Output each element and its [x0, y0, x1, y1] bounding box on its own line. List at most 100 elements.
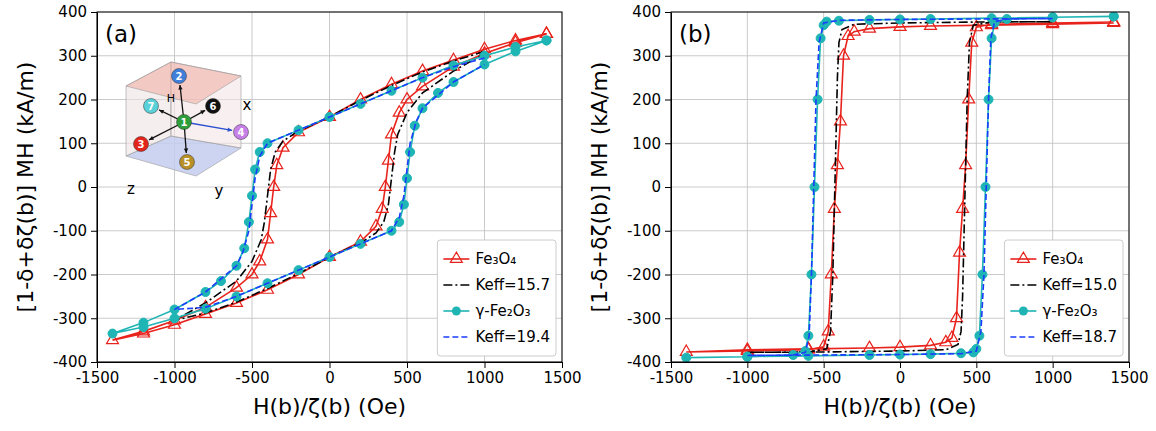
inset-dot: [172, 69, 187, 84]
tick-mark: [665, 12, 671, 13]
legend: Fe₃O₄Keff=15.7γ-Fe₂O₃Keff=19.4: [437, 240, 556, 356]
data-point: [1048, 13, 1057, 22]
tick: -1000: [153, 362, 197, 387]
data-point: [393, 106, 405, 116]
tick-mark: [665, 362, 671, 363]
grid-line-y: [97, 187, 562, 188]
tick: 200: [58, 91, 97, 109]
inset-dot-label: 1: [181, 117, 188, 128]
tick-label: -400: [627, 353, 661, 371]
inset-dot: [177, 115, 192, 130]
tick-label: -300: [627, 310, 661, 328]
tick-mark: [671, 362, 672, 368]
tick-label: -200: [627, 266, 661, 284]
tick: -400: [53, 353, 97, 371]
data-point: [743, 352, 752, 361]
panel: -1500-1000-500050010001500-400-300-200-1…: [587, 3, 1149, 419]
grid: [671, 12, 1129, 362]
y-axis-title: [1-δ+δζ(b)] MH (kA/m): [587, 62, 612, 313]
y-axis: -400-300-200-1000100200300400: [53, 3, 98, 371]
tick-mark: [252, 362, 253, 368]
data-point: [170, 314, 179, 323]
tick-label: 1500: [1110, 369, 1148, 387]
tick-label: 0: [896, 369, 906, 387]
grid-line-y: [97, 230, 562, 231]
tick-label: 500: [393, 369, 422, 387]
data-point: [925, 338, 937, 348]
series-line: [686, 16, 1113, 357]
tick-label: -1000: [726, 369, 770, 387]
legend-label: Keff=15.0: [1042, 276, 1117, 294]
tick-mark: [1129, 362, 1130, 368]
data-point: [511, 47, 520, 56]
tick-mark: [900, 362, 901, 368]
tick: 1000: [1034, 362, 1072, 387]
panel-label: (a): [105, 21, 137, 47]
tick: -100: [53, 222, 97, 240]
legend-label: Keff=19.4: [475, 328, 550, 346]
tick: -200: [53, 266, 97, 284]
legend-swatch: [443, 336, 469, 338]
series-line: [686, 22, 1113, 352]
tick: -500: [235, 362, 269, 387]
tick-mark: [91, 362, 97, 363]
grid: [97, 12, 562, 362]
panel: 1234567xyzH-1500-1000-500050010001500-40…: [13, 3, 582, 419]
tick-mark: [91, 143, 97, 144]
plot-frame: [97, 12, 562, 362]
tick-label: -500: [807, 369, 841, 387]
legend-label: γ-Fe₂O₃: [475, 302, 530, 320]
tick-mark: [91, 318, 97, 319]
plot-background: [97, 12, 562, 362]
data-point: [251, 165, 260, 174]
legend-marker: [1019, 307, 1028, 316]
data-point: [387, 86, 396, 95]
data-point: [406, 148, 415, 157]
data-point: [825, 268, 837, 278]
tick-mark: [407, 362, 408, 368]
tick: 0: [651, 178, 671, 196]
tick-label: 300: [58, 47, 87, 65]
tick-label: 1500: [543, 369, 581, 387]
plot-frame: [671, 12, 1129, 362]
inset-dot: [206, 99, 221, 114]
inset-arrowhead: [178, 85, 182, 90]
data-point: [542, 36, 551, 45]
tick-mark: [562, 362, 563, 368]
inset-dot-label: 2: [176, 71, 183, 82]
grid-line-y: [671, 187, 1129, 188]
tick-label: -100: [627, 222, 661, 240]
tick-mark: [91, 187, 97, 188]
figure: 1234567xyzH-1500-1000-500050010001500-40…: [0, 0, 1156, 431]
inset-field-label: H: [167, 92, 175, 105]
tick-label: 100: [58, 135, 87, 153]
tick: 300: [58, 47, 97, 65]
tick: 400: [632, 3, 671, 21]
tick-label: 300: [632, 47, 661, 65]
tick-mark: [976, 362, 977, 368]
tick: 1000: [466, 362, 504, 387]
inset-top: [126, 62, 241, 104]
tick-label: -200: [53, 266, 87, 284]
x-axis-title: H(b)/ζ(b) (Oe): [253, 394, 406, 419]
data-point: [743, 352, 752, 361]
data-point: [108, 329, 117, 338]
data-point: [957, 202, 969, 212]
tick-mark: [91, 231, 97, 232]
legend-marker: [452, 307, 461, 316]
tick: 0: [77, 178, 97, 196]
inset-dot: [180, 155, 195, 170]
data-point: [246, 268, 258, 278]
inset-dot-label: 7: [148, 101, 155, 112]
legend-label: Fe₃O₄: [1042, 250, 1083, 268]
data-point: [894, 340, 906, 350]
inset-axis-label: x: [243, 96, 252, 114]
tick-mark: [97, 362, 98, 368]
tick-mark: [824, 362, 825, 368]
data-point: [1109, 12, 1118, 21]
tick: 1500: [543, 362, 581, 387]
legend-marker: [1017, 252, 1029, 262]
data-point: [262, 233, 274, 243]
data-point: [379, 180, 391, 190]
legend: Fe₃O₄Keff=15.0γ-Fe₂O₃Keff=18.7: [1004, 240, 1123, 356]
